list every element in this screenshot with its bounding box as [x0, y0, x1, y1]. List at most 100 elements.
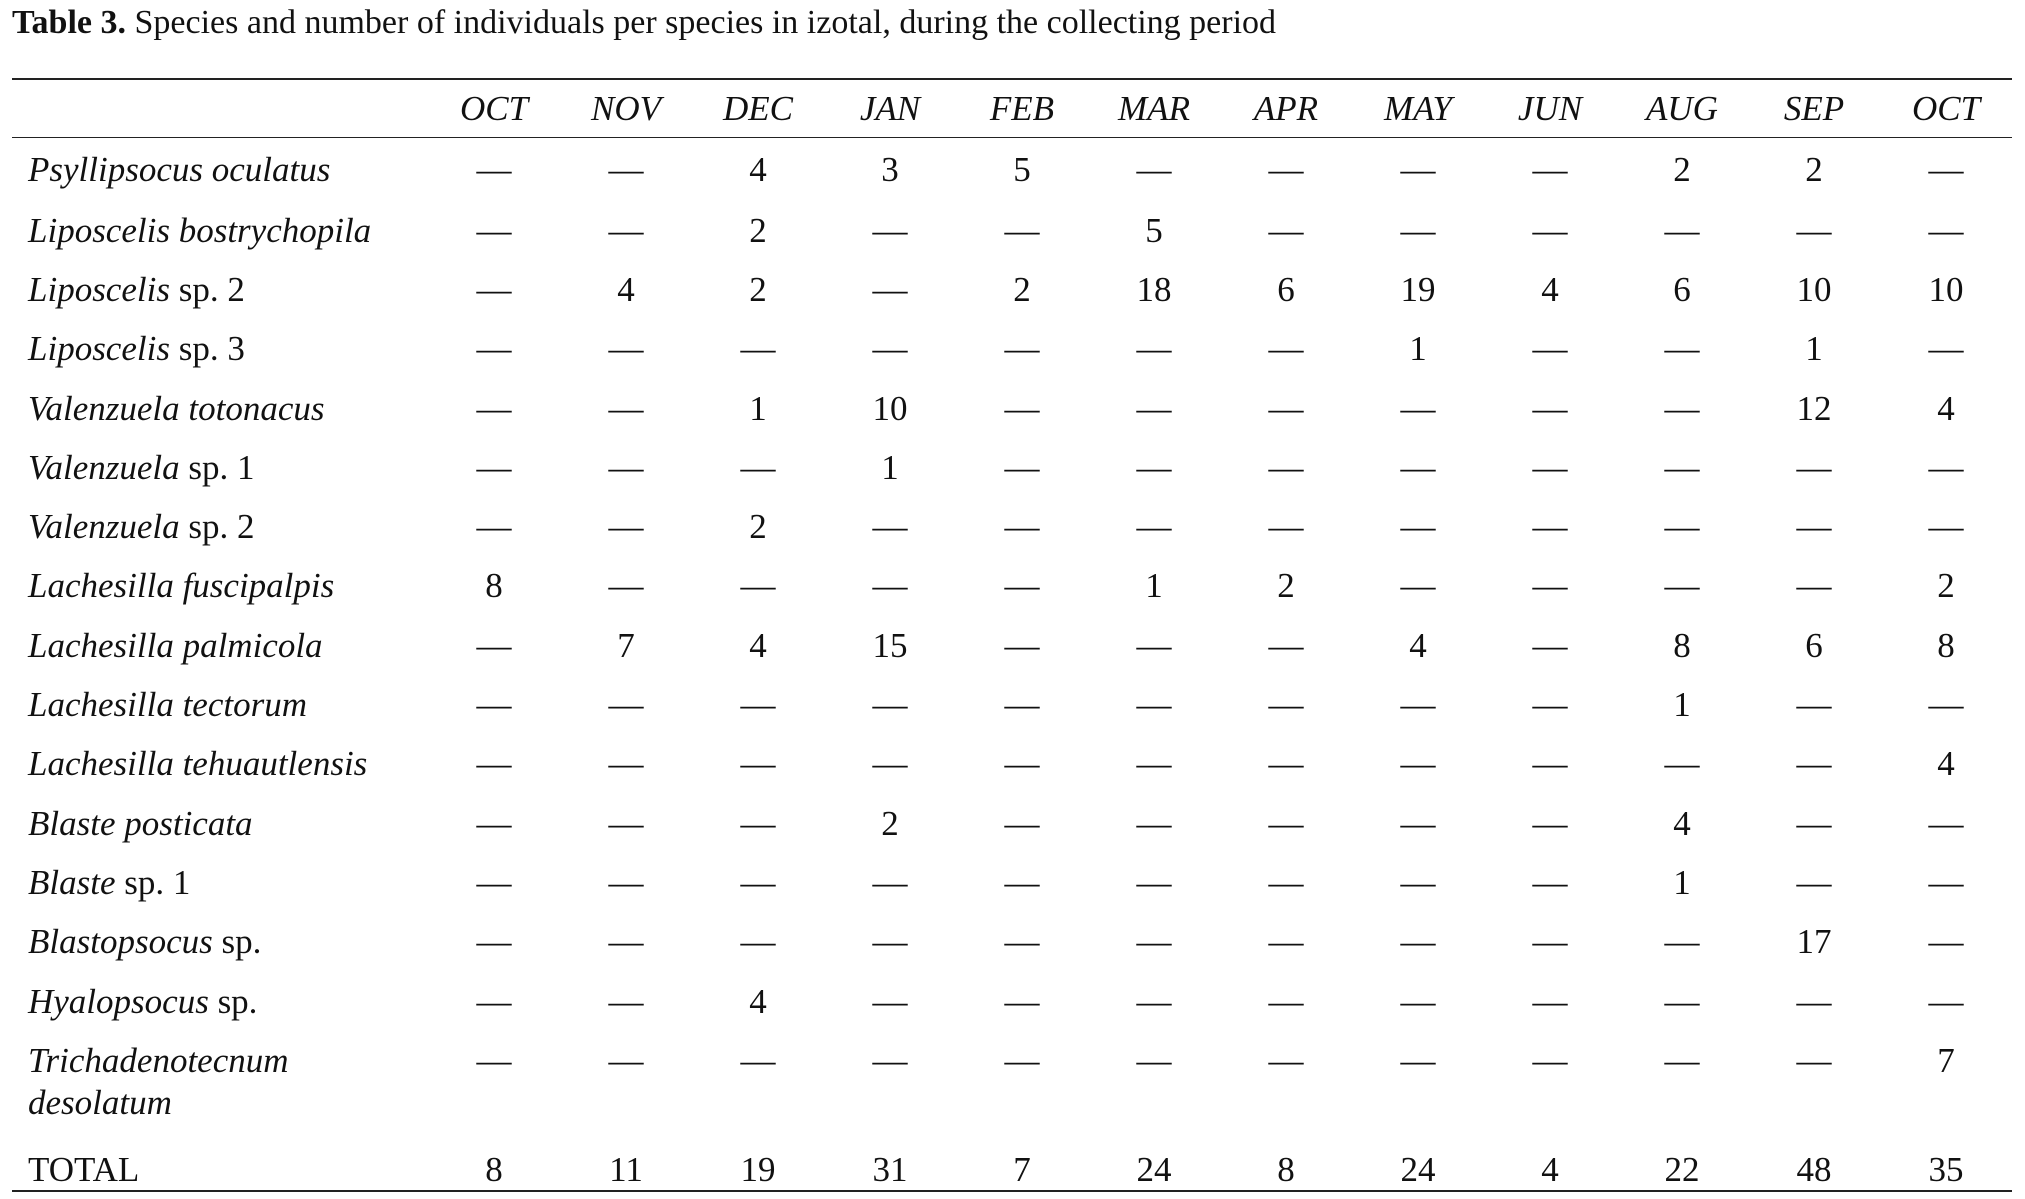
count-cell: — — [1004, 566, 1040, 606]
count-cell: 1 — [1673, 685, 1691, 725]
count-cell: — — [872, 862, 908, 902]
column-header: MAR — [1118, 88, 1190, 128]
count-cell: 4 — [1541, 269, 1559, 309]
species-name-cell: Lachesilla palmicola — [12, 616, 428, 675]
count-cell: — — [608, 210, 644, 250]
count-cell: 12 — [1796, 388, 1832, 428]
count-cell: — — [1400, 862, 1436, 902]
count-cell: — — [1268, 685, 1304, 725]
count-cell: — — [1532, 388, 1568, 428]
count-cell: — — [1400, 507, 1436, 547]
species-name-suffix: sp. 3 — [169, 329, 245, 369]
table-bottom-rule — [12, 1190, 2012, 1192]
table-row: Blastopsocus sp. — — — — — — — — — — 17 — — [12, 913, 2012, 972]
total-cell: 19 — [740, 1149, 776, 1189]
count-cell: — — [1928, 981, 1964, 1021]
count-cell: 1 — [1409, 329, 1427, 369]
count-cell: — — [608, 329, 644, 369]
count-cell: — — [608, 685, 644, 725]
count-cell: — — [1928, 685, 1964, 725]
count-cell: — — [1004, 1041, 1040, 1081]
count-cell: — — [740, 744, 776, 784]
table-row: Valenzuela totonacus — — 1 10 — — — — — — 12 4 — [12, 379, 2012, 438]
table-row: Trichadenotecnum desolatum — — — — — — — — — — — 7 — [12, 1031, 2012, 1140]
count-cell: — — [1532, 803, 1568, 843]
count-cell: — — [740, 566, 776, 606]
species-name-cell: Valenzuela totonacus — [12, 379, 428, 438]
table-caption-text: Species and number of individuals per sp… — [126, 4, 1277, 41]
count-cell: — — [1664, 566, 1700, 606]
total-cell: 22 — [1664, 1149, 1700, 1189]
count-cell: — — [476, 685, 512, 725]
count-cell: — — [1268, 803, 1304, 843]
count-cell: — — [1136, 744, 1172, 784]
count-cell: — — [1004, 507, 1040, 547]
table-body: Psyllipsocus oculatus — —4 3 5— — — —2 2— Liposce… — [12, 137, 2012, 1199]
table-header-corner — [12, 80, 428, 137]
column-header: AUG — [1646, 88, 1718, 128]
count-cell: — — [1268, 447, 1304, 487]
count-cell: — — [1004, 862, 1040, 902]
count-cell: — — [1004, 744, 1040, 784]
species-name-italic: Hyalopsocus — [28, 981, 209, 1021]
count-cell: — — [1796, 447, 1832, 487]
count-cell: — — [1136, 625, 1172, 665]
count-cell: 4 — [749, 625, 767, 665]
count-cell: — — [1136, 862, 1172, 902]
count-cell: — — [1532, 981, 1568, 1021]
species-name-italic: Lachesilla fuscipalpis — [28, 566, 335, 606]
species-name-italic: Liposcelis bostrychopila — [28, 210, 372, 250]
table-row: Liposcelis sp. 3 — — — — — — — 1 — — 1 — — [12, 320, 2012, 379]
species-name-cell: Valenzuela sp. 2 — [12, 497, 428, 556]
count-cell: 8 — [1937, 625, 1955, 665]
species-name-cell: Liposcelis bostrychopila — [12, 201, 428, 260]
count-cell: — — [1268, 862, 1304, 902]
count-cell: — — [476, 625, 512, 665]
count-cell: — — [1796, 1041, 1832, 1081]
count-cell: — — [740, 1041, 776, 1081]
count-cell: — — [1400, 981, 1436, 1021]
count-cell: — — [872, 269, 908, 309]
count-cell: — — [1532, 685, 1568, 725]
species-name-cell: Blaste sp. 1 — [12, 853, 428, 912]
species-name-suffix: sp. 2 — [169, 269, 245, 309]
column-header: JAN — [859, 88, 921, 128]
species-name-italic: Psyllipsocus oculatus — [28, 150, 331, 189]
count-cell: — — [872, 744, 908, 784]
count-cell: — — [872, 1041, 908, 1081]
count-cell: — — [608, 744, 644, 784]
count-cell: — — [1796, 685, 1832, 725]
count-cell: — — [1268, 981, 1304, 1021]
count-cell: — — [1928, 862, 1964, 902]
count-cell: — — [608, 981, 644, 1021]
count-cell: — — [1004, 329, 1040, 369]
count-cell: 10 — [1928, 269, 1964, 309]
count-cell: 6 — [1805, 625, 1823, 665]
count-cell: — — [1796, 507, 1832, 547]
count-cell: — — [476, 803, 512, 843]
count-cell: — — [476, 862, 512, 902]
column-header: SEP — [1783, 88, 1845, 128]
count-cell: 10 — [1796, 269, 1832, 309]
count-cell: — — [1928, 922, 1964, 962]
count-cell: — — [476, 507, 512, 547]
table-row: Liposcelis sp. 2 — 4 2 — 2 18 6 19 4 6 10 10 — [12, 260, 2012, 319]
column-header: NOV — [591, 88, 661, 128]
count-cell: — — [1928, 150, 1964, 189]
count-cell: — — [1796, 862, 1832, 902]
count-cell: 2 — [749, 507, 767, 547]
count-cell: — — [1400, 210, 1436, 250]
species-name-cell: Psyllipsocus oculatus — [12, 137, 428, 201]
species-name-suffix: sp. 1 — [115, 862, 191, 902]
table-row: Lachesilla tectorum — — — — — — — — — 1 — — — [12, 675, 2012, 734]
count-cell: 1 — [881, 447, 899, 487]
species-name-italic: Blaste — [28, 862, 116, 902]
count-cell: — — [1268, 150, 1304, 189]
count-cell: — — [1400, 1041, 1436, 1081]
count-cell: — — [1532, 329, 1568, 369]
species-name-cell: Hyalopsocus sp. — [12, 972, 428, 1031]
count-cell: — — [476, 981, 512, 1021]
table-top-rule — [12, 78, 2012, 80]
count-cell: — — [1532, 862, 1568, 902]
total-label: TOTAL — [28, 1149, 140, 1189]
